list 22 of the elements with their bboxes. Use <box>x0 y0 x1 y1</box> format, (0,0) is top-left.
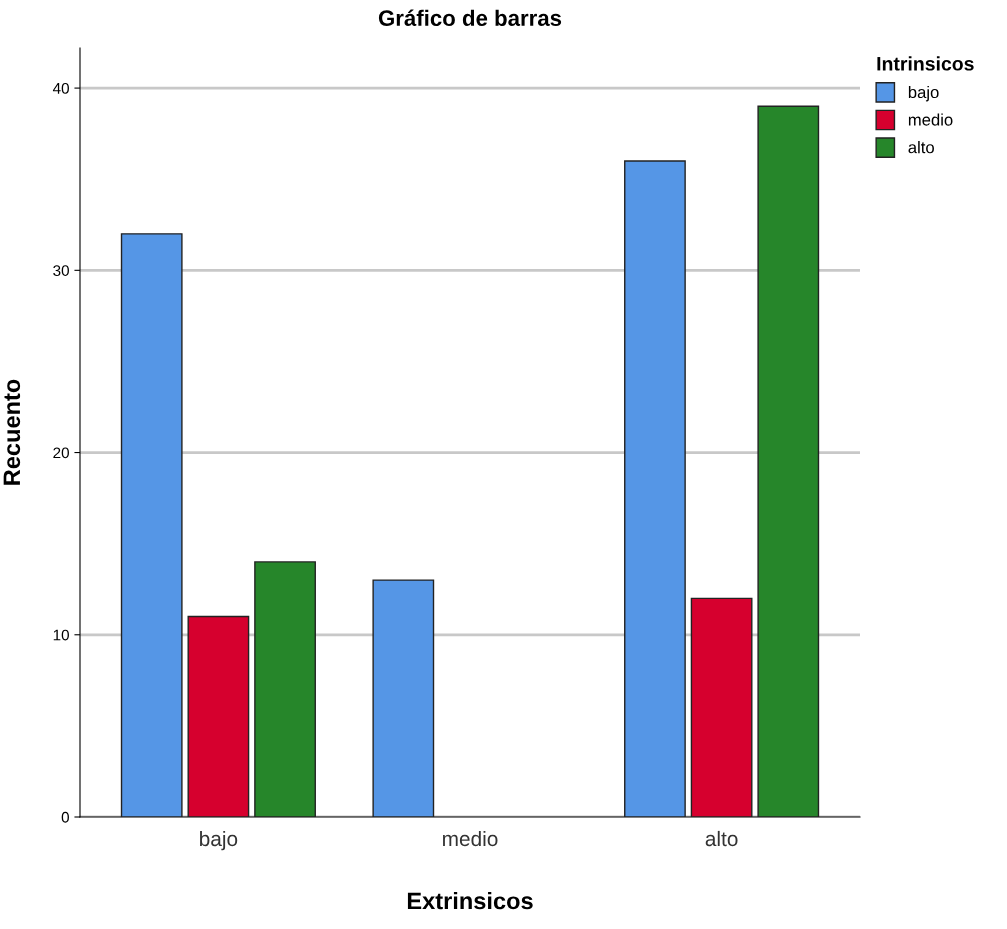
bar <box>254 561 316 817</box>
y-tick-label: 0 <box>61 811 69 823</box>
y-tick-label: 40 <box>52 82 69 94</box>
y-tick-label: 10 <box>53 629 69 641</box>
bar <box>757 105 820 817</box>
legend-label: medio <box>908 113 953 126</box>
x-tick-label: alto <box>705 830 738 847</box>
bar <box>120 233 183 817</box>
y-tick-label: 20 <box>53 447 69 459</box>
x-tick-label: bajo <box>200 830 238 851</box>
bar <box>372 579 435 817</box>
bar <box>624 160 686 817</box>
legend-label: bajo <box>908 85 939 102</box>
bar <box>690 597 753 817</box>
x-tick-label: medio <box>443 830 498 847</box>
x-axis-title: Extrinsicos <box>407 891 533 910</box>
chart-title: Gráfico de barras <box>378 9 562 26</box>
legend-label: alto <box>908 141 934 154</box>
bar <box>187 615 250 817</box>
legend-title: Intrinsicos <box>877 56 974 71</box>
y-axis-title: Recuento <box>3 379 21 485</box>
y-tick-label: 30 <box>53 265 69 276</box>
